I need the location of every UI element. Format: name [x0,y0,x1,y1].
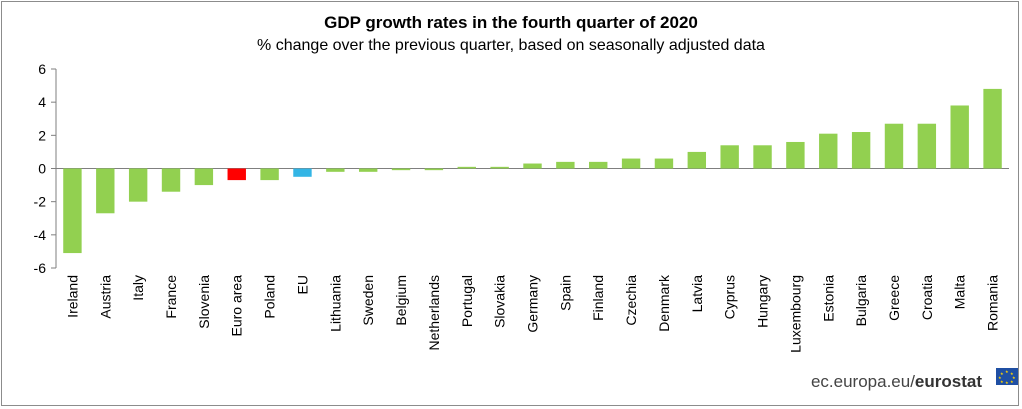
bar-greece [884,123,904,169]
footer-brand: eurostat [914,372,982,391]
eu-flag-icon: ★ ★ ★ ★ ★ ★ ★ ★ [996,368,1018,385]
y-tick-label: -6 [34,260,47,276]
x-tick-label: Luxembourg [787,275,803,353]
bar-slovenia [194,168,214,186]
y-tick-label: 2 [38,127,46,143]
x-tick-label: Italy [130,275,146,301]
x-tick-label: Bulgaria [853,275,869,327]
bar-france [161,168,181,192]
x-tick-label: Malta [952,275,968,309]
y-tick-label: 4 [38,94,46,110]
source-footer[interactable]: ec.europa.eu/eurostat [811,372,982,392]
chart-title: GDP growth rates in the fourth quarter o… [324,13,698,32]
bar-sweden [358,168,378,172]
bar-croatia [917,123,937,169]
bar-malta [950,105,969,169]
x-tick-label: Lithuania [327,275,343,332]
bar-euro-area [227,168,246,181]
x-tick-label: Ireland [64,275,80,318]
x-tick-label: Netherlands [426,275,442,351]
bar-denmark [654,158,674,169]
x-tick-label: Euro area [229,275,245,337]
x-tick-label: Belgium [393,275,409,326]
bar-netherlands [424,168,444,171]
x-tick-label: Romania [985,275,1001,331]
x-tick-label: Denmark [656,274,672,332]
x-tick-label: Germany [525,275,541,333]
bar-cyprus [720,145,739,169]
y-tick-label: 0 [38,161,46,177]
bar-latvia [687,151,707,169]
x-tick-label: Austria [97,275,113,319]
bar-belgium [391,168,411,171]
x-tick-label: Cyprus [722,275,738,319]
bar-ireland [63,168,82,254]
x-tick-label: Portugal [459,275,475,327]
bar-italy [128,168,148,202]
x-tick-label: Hungary [755,275,771,328]
bar-poland [260,168,279,181]
x-tick-label: Poland [262,275,278,319]
bar-lithuania [326,168,345,172]
bar-portugal [457,166,476,169]
y-tick-label: -2 [34,194,47,210]
x-tick-label: EU [294,275,310,294]
bar-slovakia [490,166,509,169]
y-tick-label: 6 [38,61,46,77]
bar-spain [556,161,575,169]
x-tick-label: Croatia [919,275,935,320]
x-tick-label: Slovenia [196,275,212,329]
bar-romania [983,88,1002,169]
bar-germany [523,163,542,169]
bar-eu [293,168,312,177]
x-tick-label: Greece [886,275,902,321]
x-tick-label: Spain [557,275,573,311]
bar-austria [96,168,115,214]
x-tick-label: Slovakia [492,275,508,328]
x-tick-label: Czechia [623,275,639,326]
x-tick-label: Estonia [820,275,836,322]
bar-estonia [819,133,838,169]
x-tick-label: Latvia [689,275,705,313]
bar-bulgaria [851,132,871,169]
bar-hungary [753,145,772,169]
x-tick-label: Sweden [360,275,376,326]
chart-subtitle: % change over the previous quarter, base… [257,37,765,54]
bar-finland [589,161,608,169]
x-tick-label: France [163,275,179,319]
x-tick-label: Finland [590,275,606,321]
bar-czechia [621,158,641,169]
y-tick-label: -4 [34,227,47,243]
footer-domain: ec.europa.eu/ [810,372,915,391]
bar-luxembourg [786,141,805,169]
